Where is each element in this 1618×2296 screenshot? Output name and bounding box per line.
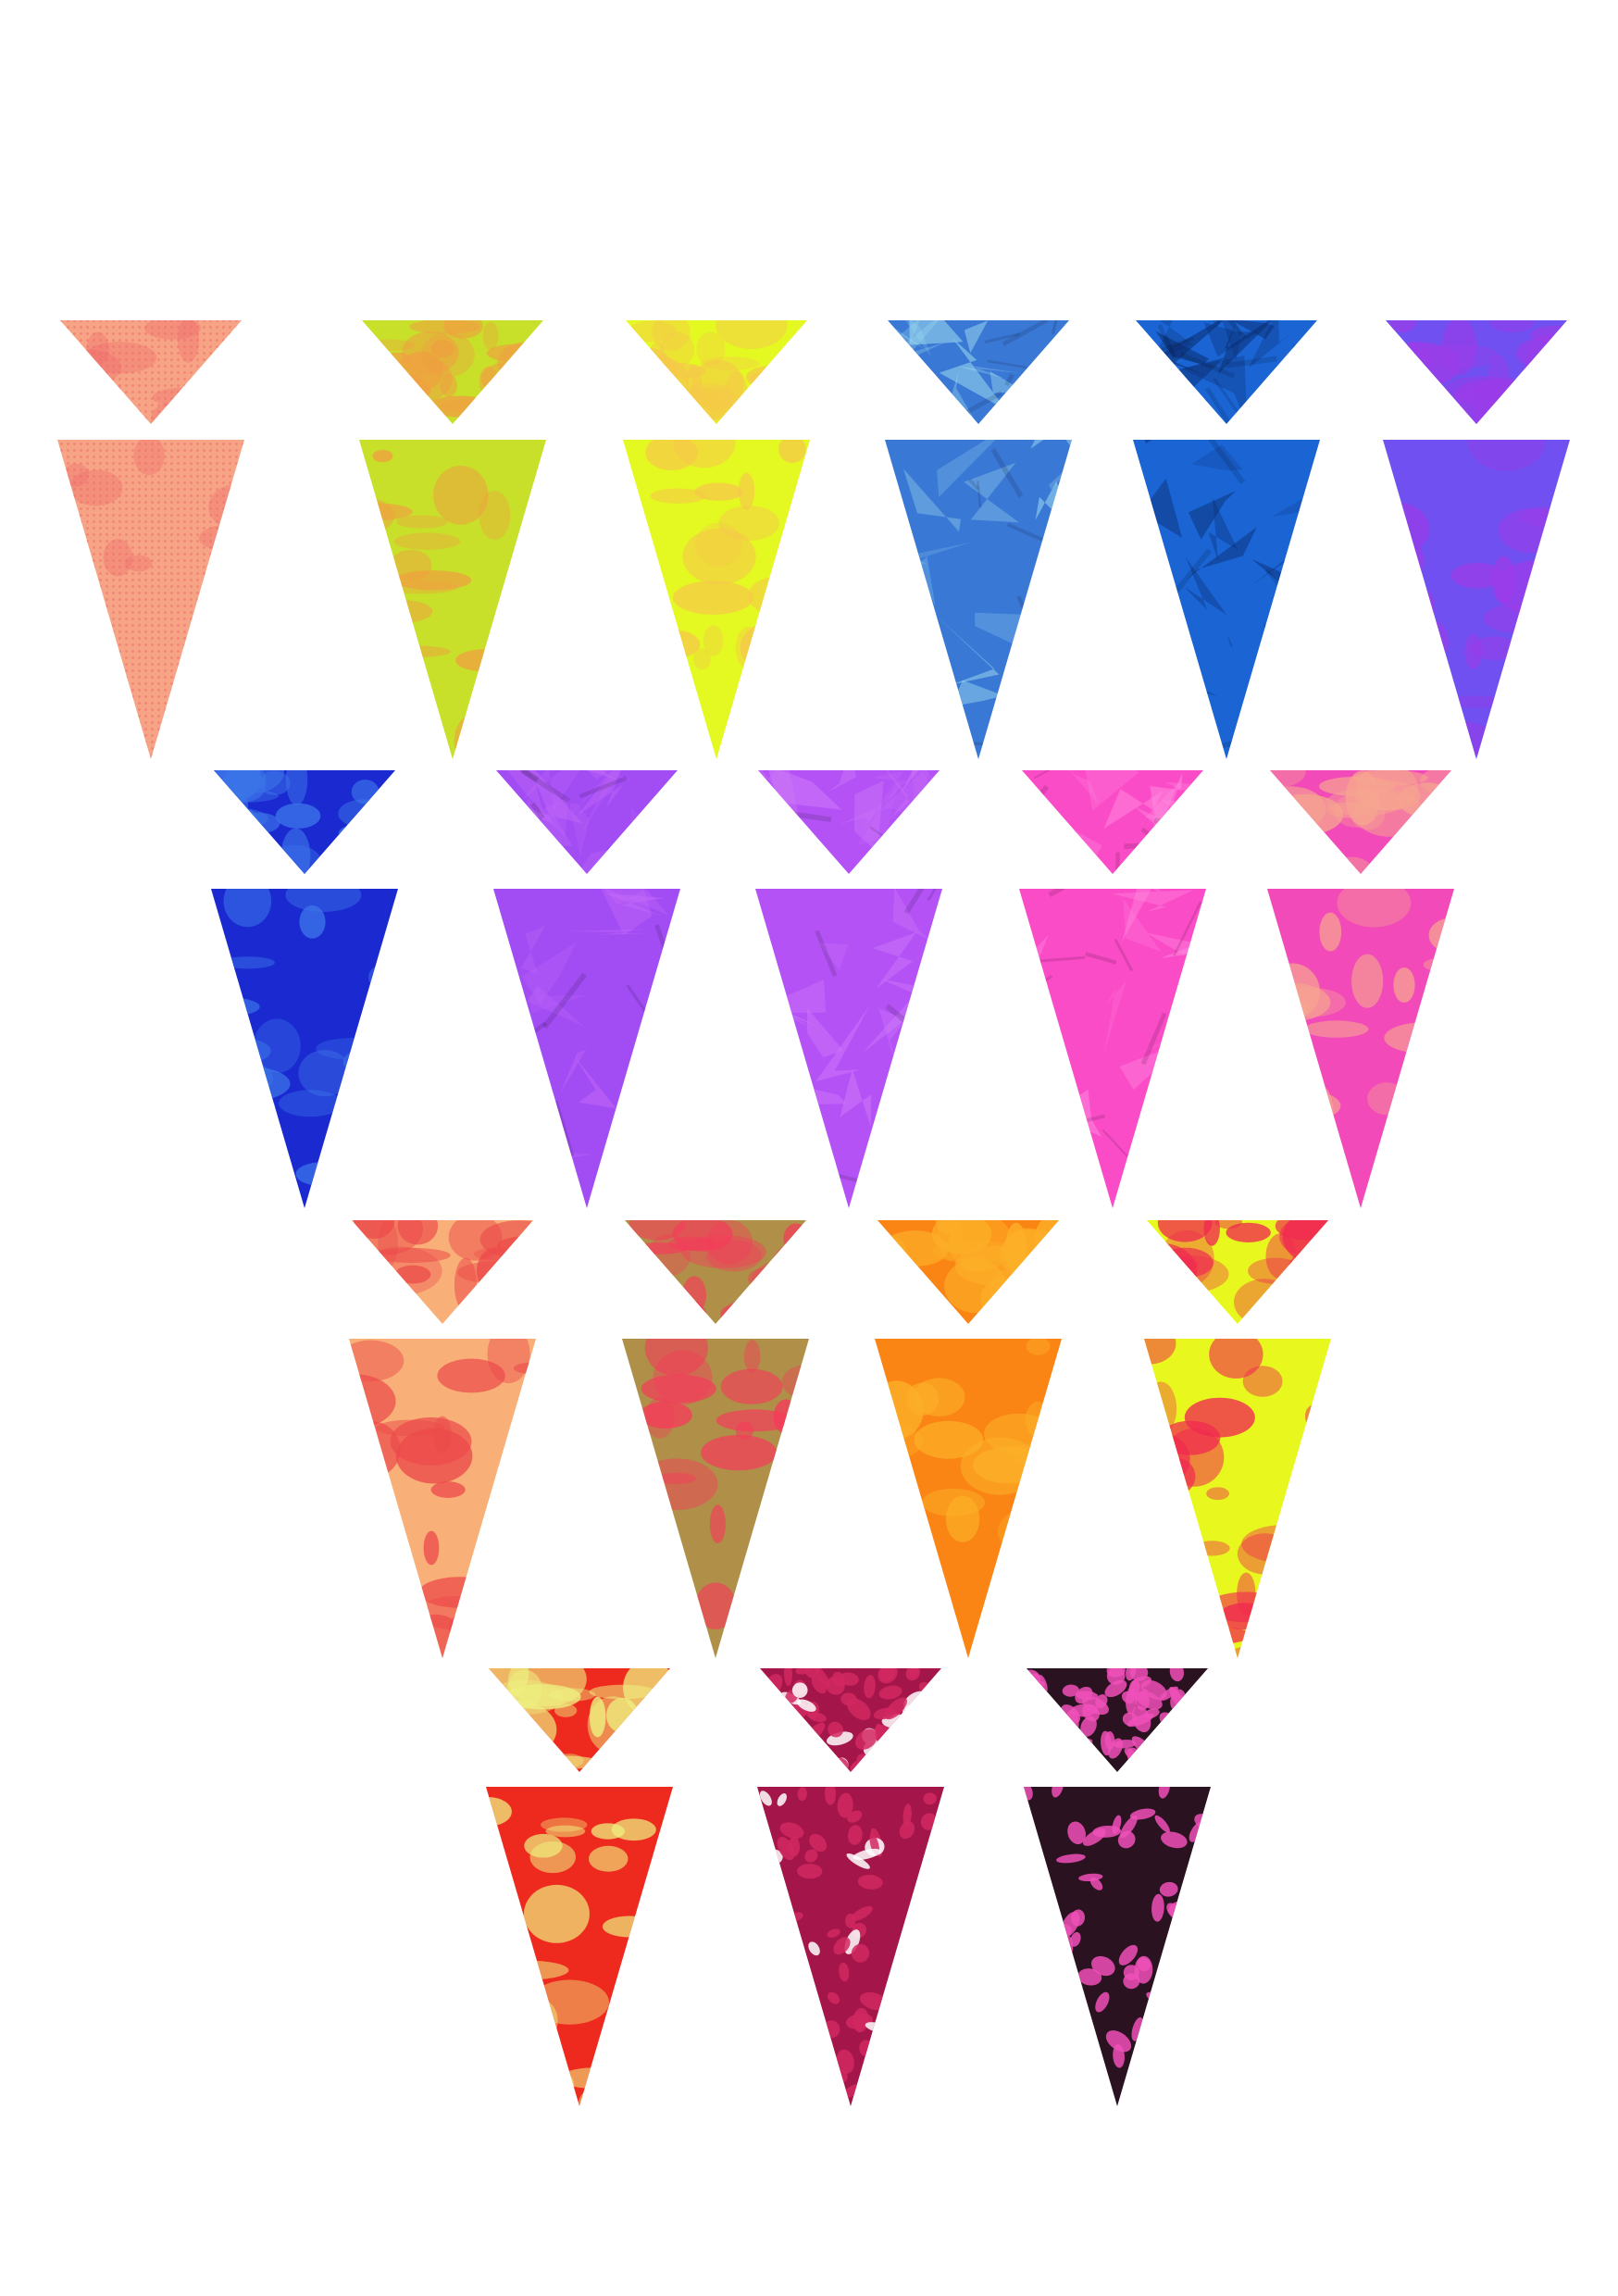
pennant-small-triangle	[342, 314, 574, 429]
pennant-r1-c3	[606, 301, 832, 767]
pennant-large-triangle	[1123, 1323, 1347, 1662]
pennant-r2-c5	[1235, 756, 1481, 1227]
pennant-small-triangle	[1366, 311, 1589, 439]
pennant-r2-c1	[180, 748, 422, 1229]
pennant-large-triangle	[853, 414, 1107, 764]
pennant-grid	[48, 276, 1589, 2124]
pennant-large-triangle	[611, 418, 824, 767]
pennant-r2-c2	[455, 735, 708, 1245]
pennant-large-triangle	[748, 1783, 952, 2106]
pennant-large-triangle	[1235, 879, 1478, 1227]
pennant-r1-c5	[1106, 276, 1336, 770]
pennant-large-triangle	[722, 854, 971, 1208]
pennant-small-triangle	[870, 294, 1085, 459]
pennant-r1-c4	[853, 294, 1107, 763]
pennant-large-triangle	[1356, 414, 1583, 759]
pennant-small-triangle	[1124, 1204, 1354, 1334]
pennant-large-triangle	[606, 1320, 842, 1661]
pennant-large-triangle	[465, 1787, 707, 2124]
pennant-large-triangle	[330, 440, 557, 768]
pennant-small-triangle	[1123, 276, 1317, 460]
pennant-r3-c3	[847, 1209, 1090, 1660]
pennant-large-triangle	[975, 867, 1220, 1242]
pennant-small-triangle	[465, 735, 688, 901]
pennant-r3-c2	[606, 1205, 842, 1660]
pennant-large-triangle	[311, 1325, 556, 1666]
pennant-r3-c1	[311, 1203, 559, 1666]
pennant-small-triangle	[751, 742, 977, 907]
pennant-small-triangle	[1250, 756, 1481, 891]
pennant-r4-c3	[1015, 1661, 1219, 2106]
pennant-large-triangle	[1015, 1775, 1219, 2106]
pennant-r3-c4	[1123, 1204, 1354, 1662]
pennant-r4-c1	[465, 1648, 707, 2123]
pennant-r1-c6	[1356, 311, 1588, 759]
pennant-r1-c1	[48, 317, 271, 759]
pennant-r2-c4	[975, 741, 1233, 1242]
pennant-small-triangle	[332, 1203, 560, 1337]
pennant-large-triangle	[1106, 403, 1336, 770]
pennant-large-triangle	[196, 875, 418, 1229]
pennant-r4-c2	[748, 1659, 952, 2106]
pennant-large-triangle	[847, 1337, 1082, 1660]
pennant-large-triangle	[57, 436, 271, 759]
pennant-small-triangle	[1016, 1661, 1214, 1782]
pennant-r2-c3	[722, 742, 977, 1208]
pennant-small-triangle	[472, 1648, 691, 1780]
pennant-small-triangle	[753, 1659, 951, 1784]
pennant-small-triangle	[180, 748, 422, 886]
pennant-small-triangle	[48, 317, 242, 436]
pennant-large-triangle	[455, 876, 708, 1245]
pennant-small-triangle	[606, 301, 832, 445]
pennant-small-triangle	[868, 1209, 1091, 1325]
pennant-r1-c2	[330, 314, 574, 768]
pennant-small-triangle	[609, 1205, 834, 1348]
